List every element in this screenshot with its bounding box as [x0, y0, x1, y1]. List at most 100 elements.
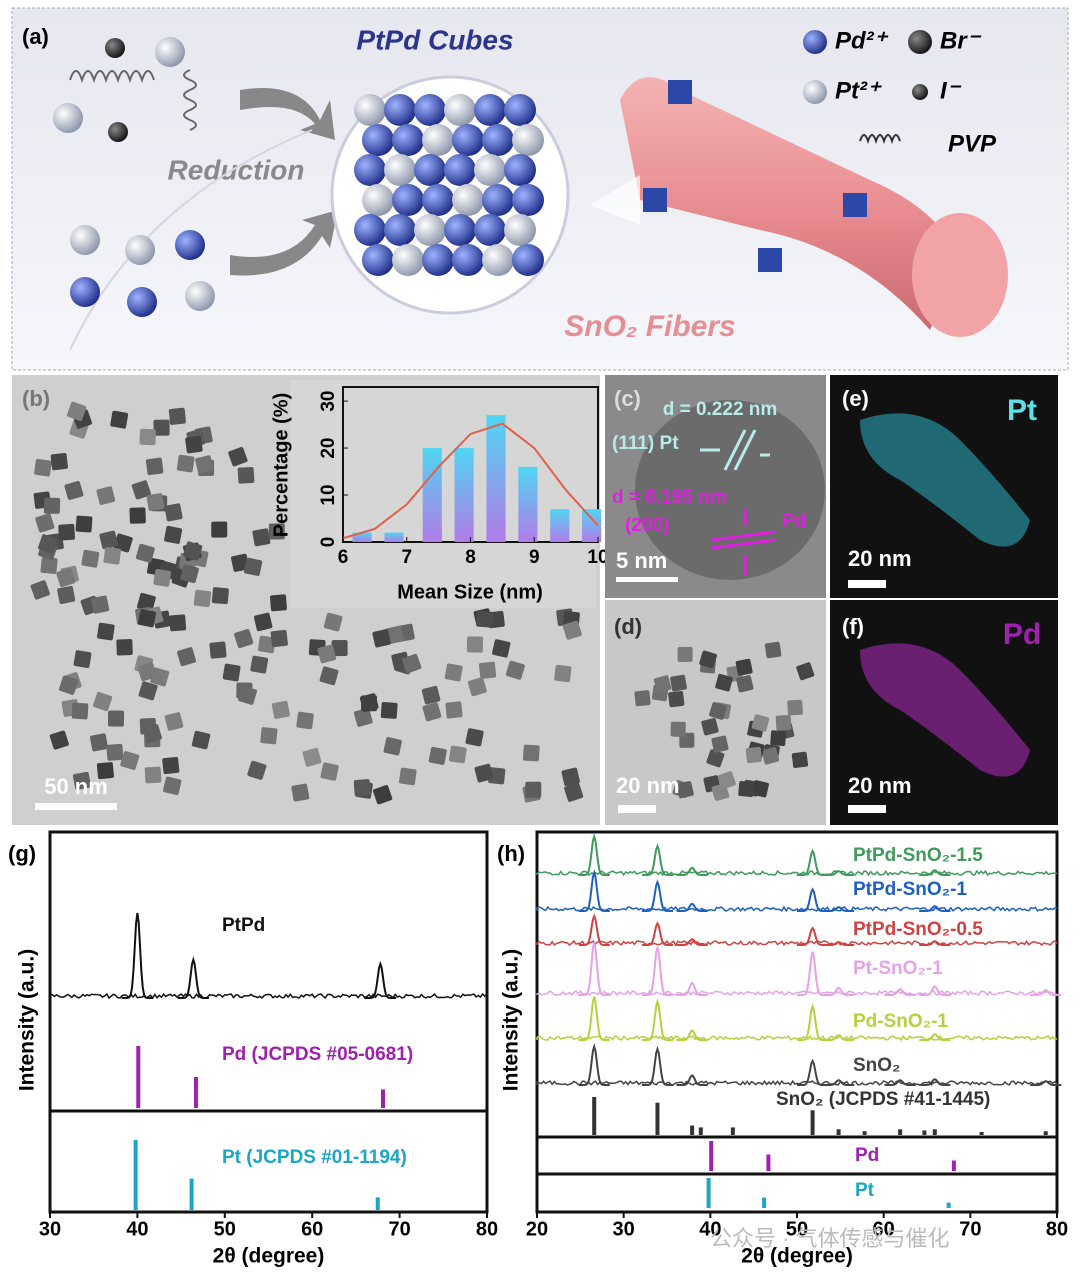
nanocube — [465, 728, 484, 747]
nanocube — [164, 525, 183, 544]
nanocube — [72, 771, 91, 790]
nanocube — [247, 760, 267, 780]
atom — [444, 214, 476, 246]
nanocube — [92, 691, 113, 712]
nanocube — [64, 481, 84, 500]
peak — [676, 1029, 708, 1041]
nanocube — [139, 428, 156, 446]
atom — [452, 184, 484, 216]
nanocube — [75, 515, 93, 533]
panel-b: (b) 50 nm Mean Size (nm) Percentage (%) … — [12, 375, 609, 825]
peak — [884, 1079, 916, 1086]
x-axis-title: 2θ (degree) — [213, 1245, 325, 1268]
legend-label: Pd²⁺ — [835, 27, 889, 54]
atom — [354, 154, 386, 186]
peak — [823, 1079, 855, 1086]
y-tick-label: 20 — [318, 437, 339, 458]
x-tick-label: 80 — [476, 1218, 498, 1240]
reference-label: SnO₂ (JCPDS #41-1445) — [776, 1089, 990, 1110]
nanocube — [421, 685, 441, 705]
peak — [676, 866, 708, 876]
legend-label: I⁻ — [940, 77, 962, 104]
x-tick-label: 80 — [1046, 1218, 1068, 1240]
atom — [384, 154, 416, 186]
nanocube — [735, 658, 753, 676]
atom — [354, 94, 386, 126]
bar — [352, 532, 372, 542]
panel-label: (c) — [614, 386, 641, 411]
zoom — [590, 175, 640, 225]
nanocube — [302, 747, 322, 767]
scale-bar — [618, 805, 656, 813]
peak — [121, 912, 154, 999]
panel-c: (c) d = 0.222 nm (111) Pt d = 0.195 nm (… — [605, 375, 826, 598]
atom — [422, 124, 454, 156]
scale-bar — [35, 803, 117, 810]
y-axis-title: Intensity (a.u.) — [16, 949, 39, 1091]
ion — [70, 277, 100, 307]
baseline — [536, 939, 1058, 947]
x-tick-label: 70 — [959, 1218, 981, 1240]
x-tick-label: 60 — [301, 1218, 323, 1240]
nanocube — [73, 650, 92, 669]
nanocube — [353, 708, 373, 727]
scale-bar — [616, 577, 678, 582]
nanocube — [271, 700, 290, 719]
nanocube — [137, 609, 157, 628]
nanocube — [145, 457, 164, 476]
nanocube — [50, 452, 68, 471]
nanocube — [488, 767, 506, 785]
nanocube — [761, 747, 780, 765]
atom — [474, 214, 506, 246]
nanocube — [103, 547, 121, 565]
nanocube — [168, 407, 186, 425]
nanocube — [252, 528, 271, 547]
nanocube — [58, 675, 79, 695]
nanocube — [372, 629, 391, 648]
nanocube — [270, 594, 287, 612]
nanocube — [164, 712, 184, 731]
panel-d: (d) 20 nm — [605, 600, 826, 825]
atom — [392, 124, 424, 156]
fiber — [620, 77, 960, 330]
scale-label: 20 nm — [616, 773, 680, 798]
xrd-panel: (h) 2θ (degree) Intensity (a.u.) 20 30 40 50 60… — [497, 830, 1068, 1268]
nanocube — [185, 435, 203, 454]
nanocube — [58, 523, 76, 541]
bar — [518, 466, 538, 542]
nanocube — [385, 625, 404, 645]
peak — [641, 1045, 674, 1086]
nanocube — [176, 454, 195, 473]
peak — [676, 902, 708, 912]
baseline — [536, 989, 1058, 997]
atom — [414, 154, 446, 186]
nanocube — [113, 533, 133, 553]
fit-curve — [342, 422, 599, 540]
atom — [392, 244, 424, 276]
reference-label: Pd — [855, 1145, 879, 1166]
baseline — [49, 992, 488, 1000]
peak — [676, 981, 708, 996]
scale-label: 50 nm — [44, 774, 108, 799]
peak — [919, 869, 951, 876]
legend-swatch — [912, 84, 928, 100]
legend-label: Pt²⁺ — [835, 77, 882, 104]
nanocube — [144, 766, 162, 784]
nanocube — [81, 549, 100, 568]
panel-label: (d) — [614, 614, 642, 639]
nanocube — [448, 745, 467, 764]
atom — [474, 154, 506, 186]
nanocube — [564, 782, 584, 802]
scale-label: 20 nm — [848, 773, 912, 798]
atom — [512, 184, 544, 216]
nanocube — [670, 721, 686, 737]
atom — [504, 154, 536, 186]
nanocube — [142, 724, 162, 744]
peak — [823, 906, 855, 912]
nanocube — [701, 718, 719, 736]
ion — [175, 230, 205, 260]
peak — [177, 956, 210, 999]
nanocube — [137, 592, 156, 612]
x-tick-label: 10 — [587, 547, 608, 568]
